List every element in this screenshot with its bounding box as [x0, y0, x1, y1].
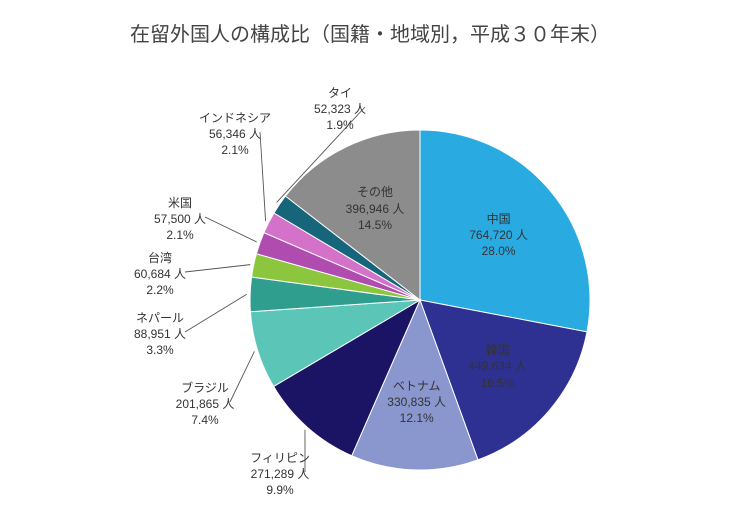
slice-label: インドネシア56,346 人2.1% [190, 110, 280, 159]
chart-title: 在留外国人の構成比（国籍・地域別，平成３０年末） [0, 18, 740, 47]
slice-label: ベトナム330,835 人12.1% [377, 378, 457, 427]
slice-label: 台湾60,684 人2.2% [115, 250, 205, 299]
pie-chart [0, 0, 740, 519]
slice-label: ブラジル201,865 人7.4% [160, 380, 250, 429]
slice-label: フィリピン271,289 人9.9% [235, 450, 325, 499]
slice-label: 中国764,720 人28.0% [459, 211, 539, 260]
slice-label: 韓国449,634 人16.5% [458, 342, 538, 391]
slice-label: ネパール88,951 人3.3% [115, 310, 205, 359]
slice-label: その他396,946 人14.5% [335, 184, 415, 233]
slice-label: 米国57,500 人2.1% [135, 195, 225, 244]
slice-label: タイ52,323 人1.9% [295, 85, 385, 134]
